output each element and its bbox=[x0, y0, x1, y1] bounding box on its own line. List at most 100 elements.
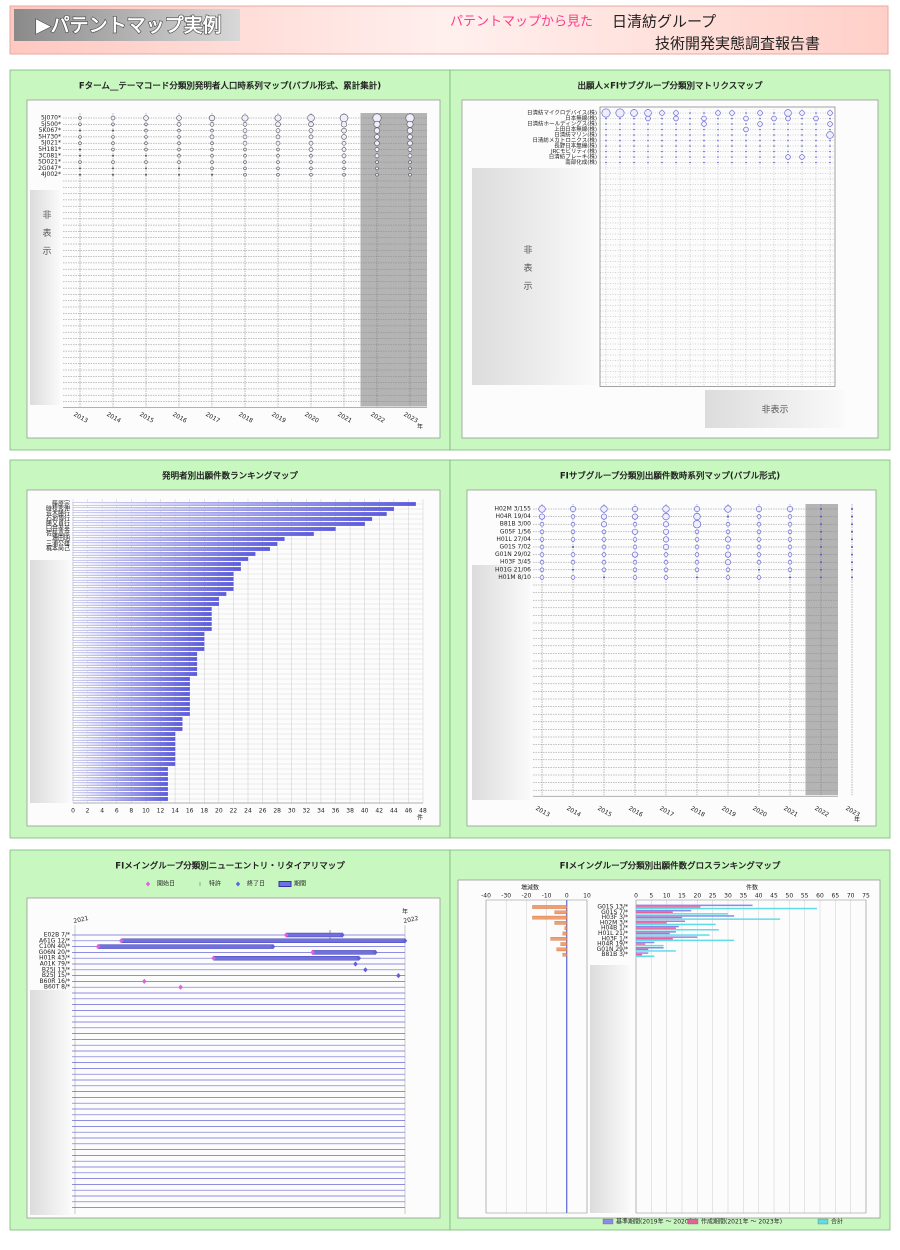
bubble bbox=[689, 128, 691, 131]
bubble bbox=[276, 154, 280, 158]
bar bbox=[72, 657, 198, 661]
bubble bbox=[308, 134, 314, 140]
bubble bbox=[632, 544, 638, 550]
bubble bbox=[815, 123, 817, 125]
bubble bbox=[570, 559, 576, 565]
bubble bbox=[647, 139, 649, 142]
bubble bbox=[717, 145, 719, 147]
bubble bbox=[726, 515, 729, 518]
bubble bbox=[647, 134, 649, 136]
bubble bbox=[210, 166, 214, 171]
bar bbox=[72, 607, 212, 611]
bubble bbox=[787, 514, 793, 519]
bar bbox=[72, 602, 219, 606]
bubble bbox=[826, 131, 834, 139]
bar bbox=[72, 587, 234, 591]
bubble bbox=[632, 506, 638, 512]
plot-frame bbox=[485, 899, 588, 1214]
bubble bbox=[340, 121, 348, 128]
legend-swatch bbox=[235, 881, 241, 887]
bubble bbox=[801, 161, 803, 164]
bar bbox=[636, 922, 667, 924]
bubble bbox=[745, 139, 747, 142]
bubble bbox=[661, 156, 663, 158]
change-bar bbox=[562, 931, 567, 936]
bar bbox=[72, 532, 314, 536]
bubble bbox=[406, 120, 414, 128]
bubble bbox=[725, 567, 731, 572]
start-marker bbox=[178, 984, 183, 990]
bubble bbox=[375, 160, 379, 164]
bubble bbox=[243, 166, 247, 171]
bubble bbox=[694, 552, 700, 557]
x-tick-label: 15 bbox=[678, 893, 686, 900]
bubble bbox=[701, 121, 707, 127]
row-label: 日清紡ブレーキ(株) bbox=[549, 153, 597, 161]
x-tick-label: 14 bbox=[171, 808, 179, 815]
row-label: 5J021* bbox=[41, 140, 61, 147]
row-label: H04B 1/* bbox=[601, 925, 628, 932]
bubble bbox=[276, 147, 280, 152]
bubble bbox=[689, 145, 691, 147]
bar bbox=[72, 712, 190, 716]
x-tick-label: 55 bbox=[801, 893, 809, 900]
bubble bbox=[819, 530, 822, 533]
bubble bbox=[756, 529, 762, 534]
bubble bbox=[773, 161, 775, 164]
bar bbox=[636, 918, 781, 920]
legend-swatch bbox=[817, 1218, 829, 1225]
y-tick-label: 藤原宗 bbox=[52, 500, 70, 508]
bubble bbox=[743, 126, 749, 133]
bubble bbox=[276, 166, 280, 171]
x-tick-label: 10 bbox=[142, 808, 150, 815]
bubble bbox=[274, 114, 282, 122]
bar bbox=[72, 632, 205, 636]
bubble bbox=[407, 153, 413, 159]
bubble bbox=[79, 154, 82, 157]
row-label: G01N 29/02 bbox=[495, 551, 531, 558]
bubble bbox=[632, 537, 638, 542]
bubble bbox=[539, 567, 545, 572]
bubble bbox=[661, 150, 663, 153]
bubble bbox=[632, 521, 638, 527]
bubble bbox=[771, 115, 777, 122]
bubble bbox=[787, 128, 789, 131]
row-label: E02B 7/* bbox=[44, 932, 70, 939]
start-marker bbox=[310, 949, 315, 955]
bubble bbox=[689, 117, 691, 120]
bubble bbox=[605, 128, 607, 131]
bar bbox=[72, 642, 205, 646]
bar bbox=[636, 948, 649, 951]
row-label: G01S 7/* bbox=[601, 909, 628, 916]
bar bbox=[72, 772, 168, 776]
bubble bbox=[342, 166, 346, 171]
bubble bbox=[243, 160, 247, 164]
bar bbox=[72, 762, 176, 766]
bubble bbox=[756, 521, 762, 527]
bubble bbox=[815, 145, 817, 147]
bar bbox=[72, 682, 190, 686]
bubble bbox=[539, 529, 545, 534]
row-label: 日清紡ホールディングス(株) bbox=[527, 120, 597, 128]
bubble bbox=[787, 544, 793, 550]
bar bbox=[72, 757, 176, 761]
bubble bbox=[619, 156, 621, 158]
bubble bbox=[689, 161, 691, 164]
row-label: 4J002* bbox=[41, 171, 61, 178]
bubble bbox=[675, 156, 677, 158]
bar bbox=[72, 687, 190, 691]
x-unit: 件 bbox=[417, 814, 423, 822]
bubble bbox=[703, 112, 705, 114]
x-tick-label: 10 bbox=[663, 893, 671, 900]
bubble bbox=[661, 134, 663, 136]
x-tick-label: 75 bbox=[862, 893, 870, 900]
bar bbox=[72, 672, 198, 676]
bubble bbox=[701, 115, 707, 122]
bubble bbox=[756, 552, 762, 557]
bubble bbox=[571, 568, 574, 571]
bubble bbox=[605, 123, 607, 125]
y-tick-label: 増田明 bbox=[52, 535, 70, 543]
x-tick-label: 46 bbox=[405, 808, 413, 815]
bubble bbox=[373, 127, 381, 134]
bar bbox=[636, 931, 676, 933]
